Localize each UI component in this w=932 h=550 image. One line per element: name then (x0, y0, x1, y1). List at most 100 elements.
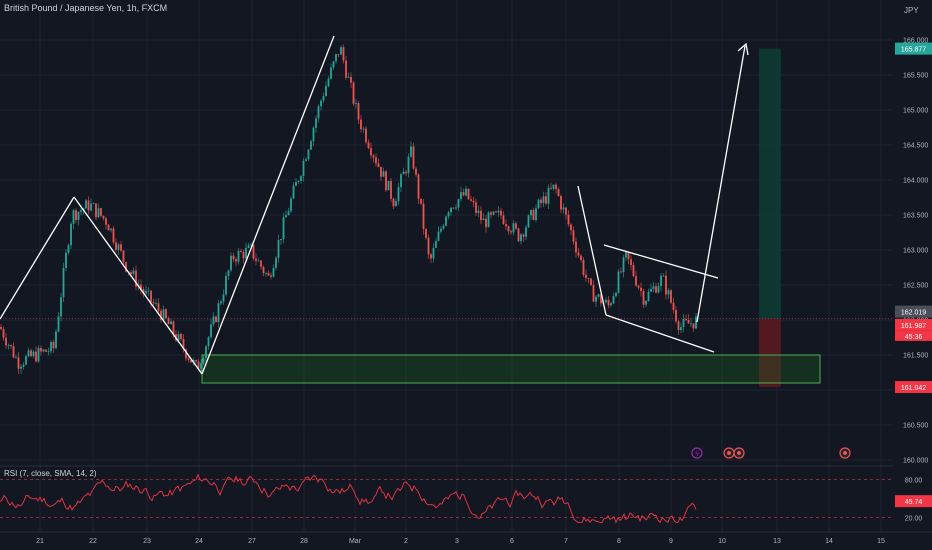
candle-body (282, 217, 285, 239)
candle-body (527, 215, 530, 228)
candle-body (492, 211, 495, 215)
candle-body (162, 309, 165, 320)
target-price-badge: 165.877 (901, 47, 926, 54)
candle-body (475, 202, 477, 213)
candle-body (522, 234, 525, 237)
candle-body (97, 208, 100, 218)
candle-body (152, 302, 155, 304)
candle-body (610, 303, 612, 306)
candle-body (147, 290, 150, 292)
candle-body (25, 356, 27, 365)
candle-body (160, 310, 162, 320)
candle-body (15, 357, 17, 359)
candle-body (67, 245, 70, 253)
candle-body (490, 212, 492, 215)
candle-body (117, 244, 120, 250)
candle-body (370, 148, 372, 156)
candle-body (380, 166, 382, 177)
candle-body (145, 290, 147, 294)
candle-body (435, 240, 437, 248)
x-tick-label: 28 (300, 538, 308, 545)
x-tick-label: 6 (510, 538, 514, 545)
candle-body (287, 211, 290, 216)
candle-body (57, 316, 60, 332)
candle-body (322, 96, 325, 101)
candle-body (237, 250, 240, 262)
candle-body (245, 247, 247, 259)
wave-line (73, 196, 203, 375)
candle-body (212, 316, 215, 325)
candle-body (390, 181, 392, 199)
candle-body (55, 331, 57, 349)
candle-body (165, 309, 167, 318)
candle-body (240, 250, 242, 253)
economic-event-dot (727, 451, 731, 455)
y-tick-label: 160.000 (903, 458, 928, 465)
candle-body (442, 225, 445, 229)
candle-body (167, 317, 170, 325)
candle-body (650, 288, 652, 292)
candle-body (87, 200, 90, 211)
candle-body (170, 321, 172, 325)
candle-body (577, 252, 580, 256)
candle-body (255, 258, 257, 261)
candle-body (675, 310, 677, 322)
countdown-bg (895, 330, 932, 341)
candle-body (360, 119, 362, 130)
candle-body (377, 163, 380, 167)
candle-body (285, 215, 287, 218)
candle-body (172, 321, 175, 335)
candle-body (35, 351, 37, 362)
candle-body (135, 270, 137, 287)
candle-body (125, 261, 127, 272)
x-tick-label: 2 (404, 538, 408, 545)
candle-body (130, 272, 132, 274)
candle-body (115, 242, 117, 250)
candle-body (547, 187, 550, 204)
rsi-value-badge: 45.74 (905, 499, 923, 506)
candle-body (252, 244, 255, 259)
candle-body (692, 323, 695, 329)
candle-body (292, 185, 295, 199)
candle-body (155, 303, 157, 304)
candle-body (487, 212, 490, 228)
candle-body (75, 210, 77, 221)
candle-body (420, 198, 422, 204)
bid-price-badge: 161.987 (901, 323, 926, 330)
rsi-value-bg (895, 495, 932, 508)
candle-body (277, 240, 280, 258)
candle-body (575, 241, 577, 253)
candle-body (515, 223, 517, 229)
candle-body (667, 290, 670, 295)
x-tick-label: 9 (669, 538, 673, 545)
candle-body (295, 182, 297, 186)
candle-body (592, 284, 595, 302)
candle-body (275, 257, 277, 268)
candle-body (572, 230, 575, 242)
candle-body (535, 208, 537, 220)
lightning-event-icon (691, 447, 703, 459)
candle-body (132, 270, 135, 274)
candle-body (357, 103, 360, 120)
candle-body (447, 212, 450, 217)
candle-body (107, 224, 110, 231)
candle-body (12, 346, 15, 358)
x-tick-label: 22 (89, 538, 97, 545)
candle-body (690, 323, 692, 325)
candle-body (355, 103, 357, 104)
candle-body (2, 329, 5, 338)
candle-body (182, 339, 185, 350)
wave-line (201, 35, 335, 375)
x-tick-label: 10 (718, 538, 726, 545)
candle-body (495, 211, 497, 213)
candle-body (47, 351, 50, 353)
candle-body (445, 216, 447, 226)
candle-body (80, 210, 82, 212)
candle-body (407, 156, 410, 174)
candle-body (187, 358, 190, 360)
candle-body (590, 278, 592, 285)
candle-body (512, 223, 515, 233)
candle-body (455, 207, 457, 209)
candle-body (645, 300, 647, 305)
